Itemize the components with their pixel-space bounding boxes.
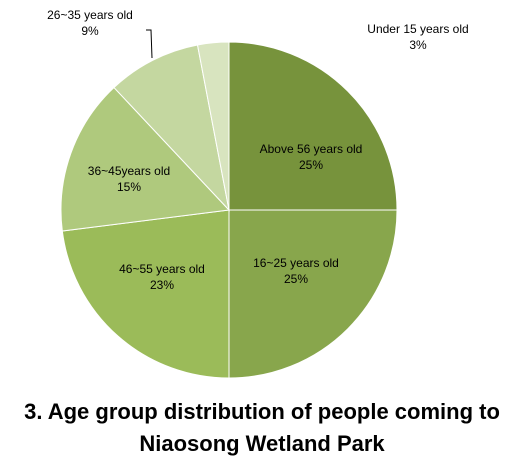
pie-slice xyxy=(61,209,230,379)
slice-label: 16~25 years old xyxy=(253,256,339,270)
slice-value-label: 25% xyxy=(299,158,323,172)
slice-value-label: 3% xyxy=(409,38,427,52)
slice-value-label: 9% xyxy=(81,24,99,38)
chart: Above 56 years old 25% 16~25 years old 25% 4… xyxy=(47,8,469,379)
pie-slice xyxy=(228,41,398,211)
pie-slice xyxy=(228,209,398,379)
chart-title: 3. Age group distribution of people comi… xyxy=(24,399,500,456)
pie-slice xyxy=(113,44,230,212)
slice-label: 36~45years old xyxy=(88,164,170,178)
pie-slice xyxy=(196,41,230,211)
slice-label: 26~35 years old xyxy=(47,8,133,22)
slice-value-label: 15% xyxy=(117,180,141,194)
slice-label: Under 15 years old xyxy=(367,22,468,36)
slice-value-label: 25% xyxy=(284,272,308,286)
slice-label: Above 56 years old xyxy=(260,142,363,156)
pie-slice xyxy=(60,86,231,232)
chart-title-box: 3. Age group distribution of people comi… xyxy=(0,396,524,460)
leader-line xyxy=(146,29,153,59)
slice-label: 46~55 years old xyxy=(119,262,205,276)
slice-value-label: 23% xyxy=(150,278,174,292)
